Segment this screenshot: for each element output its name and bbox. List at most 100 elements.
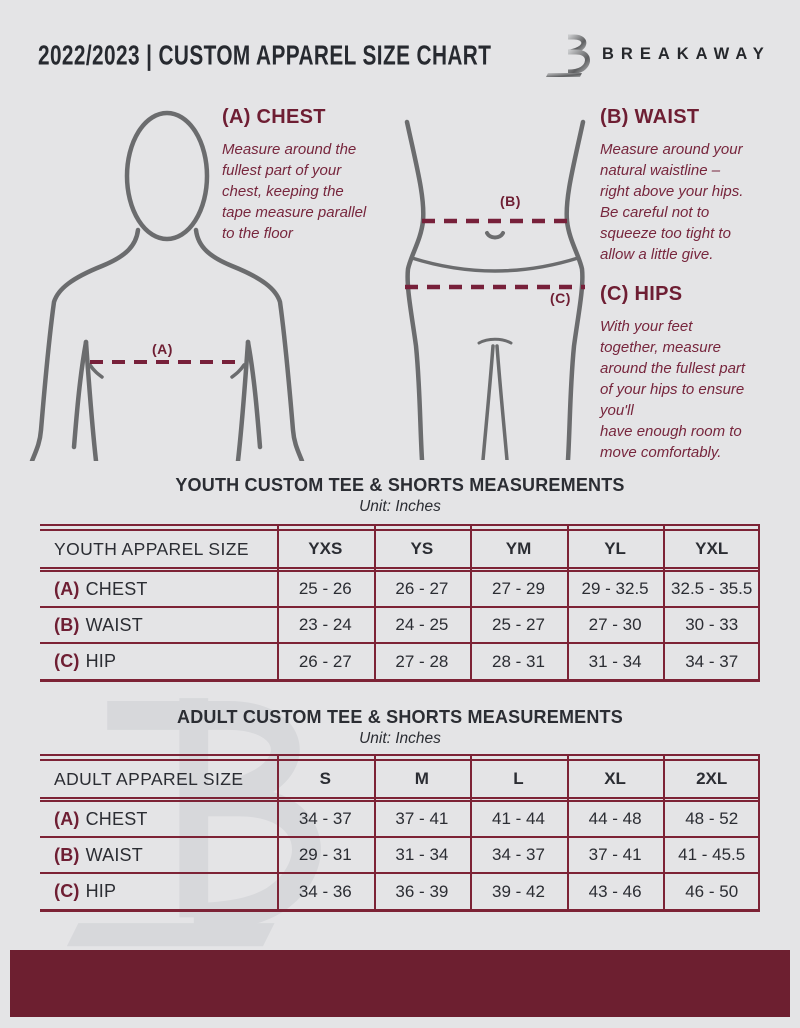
table-header-row: YOUTH APPAREL SIZE YXS YS YM YL YXL [40, 531, 760, 567]
hips-instruction: (C) HIPS With your feet together, measur… [600, 283, 795, 463]
size-value: 24 - 25 [395, 615, 449, 634]
column-header: M [414, 769, 429, 788]
page-title: 2022/2023 | CUSTOM APPAREL SIZE CHART [38, 38, 492, 72]
size-value: 41 - 44 [492, 809, 545, 828]
size-value: 44 - 48 [588, 809, 642, 828]
table-row-rule [40, 642, 760, 644]
column-header: YS [410, 539, 434, 558]
table-bottom-rule [40, 679, 760, 682]
column-header: YM [505, 539, 532, 558]
row-label: (A) CHEST [40, 809, 277, 830]
column-header: 2XL [696, 769, 728, 788]
size-value: 26 - 27 [395, 579, 449, 598]
adult-size-table: ADULT APPAREL SIZE S M L XL 2XL (A) CHEST… [40, 754, 760, 912]
table-row: (A) CHEST 34 - 37 37 - 41 41 - 44 44 - 48… [40, 802, 760, 836]
table-row: (C) HIP 26 - 27 27 - 28 28 - 31 31 - 34 3… [40, 644, 760, 679]
size-value: 25 - 26 [298, 579, 352, 598]
size-value: 37 - 41 [395, 809, 449, 828]
column-header: YOUTH APPAREL SIZE [54, 538, 249, 559]
size-value: 26 - 27 [298, 651, 352, 671]
table-top-rule [40, 524, 760, 531]
youth-table-unit: Unit: Inches [359, 498, 441, 515]
table-row-rule [40, 836, 760, 838]
size-value: 27 - 28 [395, 651, 449, 671]
table-bottom-rule [40, 909, 760, 912]
table-column-line [758, 524, 760, 682]
row-prefix: (B) [54, 614, 80, 635]
size-value: 29 - 31 [298, 845, 352, 864]
row-label: (A) CHEST [40, 579, 277, 600]
size-value: 23 - 24 [298, 615, 352, 634]
size-value: 37 - 41 [588, 845, 642, 864]
size-value: 39 - 42 [492, 881, 545, 901]
size-value: 27 - 30 [588, 615, 642, 634]
breakaway-b-logo-icon [546, 34, 590, 77]
table-header-rule [40, 797, 760, 802]
table-column-line [567, 754, 569, 912]
column-header: YXS [308, 539, 343, 558]
table-column-line [567, 524, 569, 682]
table-column-line [374, 524, 376, 682]
row-label: (C) HIP [40, 881, 277, 902]
column-header: XL [604, 769, 626, 788]
size-value: 30 - 33 [685, 615, 739, 634]
row-name: CHEST [85, 808, 148, 829]
table-row: (C) HIP 34 - 36 36 - 39 39 - 42 43 - 46 4… [40, 874, 760, 909]
brand-name: BREAKAWAY [602, 45, 771, 63]
size-value: 48 - 52 [685, 809, 739, 828]
table-top-rule [40, 754, 760, 761]
youth-table-title: YOUTH CUSTOM TEE & SHORTS MEASUREMENTS [175, 475, 625, 495]
column-header: YXL [695, 539, 729, 558]
youth-size-table: YOUTH APPAREL SIZE YXS YS YM YL YXL (A) C… [40, 524, 760, 682]
row-name: WAIST [85, 844, 143, 865]
row-prefix: (C) [54, 881, 80, 901]
waist-marker-label: (B) [500, 193, 521, 209]
table-column-line [470, 524, 472, 682]
waist-instruction-heading: (B) WAIST [600, 106, 700, 128]
upper-body-diagram [29, 110, 305, 461]
waist-instruction-body: Measure around your natural waistline – … [600, 141, 744, 263]
lower-body-diagram [404, 119, 586, 460]
size-value: 27 - 29 [492, 579, 545, 598]
chest-instruction: (A) CHEST Measure around the fullest par… [222, 106, 412, 244]
size-value: 29 - 32.5 [581, 579, 649, 598]
column-header: YL [604, 539, 626, 558]
table-column-line [277, 754, 279, 912]
size-value: 32.5 - 35.5 [671, 579, 753, 598]
table-header-row: ADULT APPAREL SIZE S M L XL 2XL [40, 761, 760, 797]
size-value: 28 - 31 [492, 651, 545, 671]
table-column-line [470, 754, 472, 912]
table-row: (B) WAIST 23 - 24 24 - 25 25 - 27 27 - 30… [40, 608, 760, 642]
table-column-line [758, 754, 760, 912]
row-label: (C) HIP [40, 651, 277, 672]
row-label: (B) WAIST [40, 615, 277, 636]
table-header-rule [40, 567, 760, 572]
row-prefix: (C) [54, 651, 80, 671]
row-name: HIP [85, 881, 117, 901]
column-header: ADULT APPAREL SIZE [54, 768, 244, 789]
column-header: L [513, 769, 524, 788]
row-name: HIP [85, 651, 117, 671]
size-value: 46 - 50 [685, 881, 739, 901]
table-row: (A) CHEST 25 - 26 26 - 27 27 - 29 29 - 32… [40, 572, 760, 606]
row-name: WAIST [85, 614, 143, 635]
size-value: 34 - 36 [298, 881, 352, 901]
chest-marker-label: (A) [152, 341, 173, 357]
size-value: 36 - 39 [395, 881, 449, 901]
row-prefix: (A) [54, 578, 80, 599]
hips-marker-label: (C) [550, 290, 571, 306]
table-row: (B) WAIST 29 - 31 31 - 34 34 - 37 37 - 41… [40, 838, 760, 872]
size-value: 31 - 34 [395, 845, 449, 864]
row-name: CHEST [85, 578, 148, 599]
row-label: (B) WAIST [40, 845, 277, 866]
column-header: S [319, 769, 331, 788]
table-column-line [663, 524, 665, 682]
chest-instruction-body: Measure around the fullest part of your … [222, 141, 367, 242]
table-column-line [277, 524, 279, 682]
adult-table-title: ADULT CUSTOM TEE & SHORTS MEASUREMENTS [177, 707, 623, 727]
table-row-rule [40, 872, 760, 874]
hips-instruction-body: With your feet together, measure around … [600, 318, 746, 461]
size-value: 41 - 45.5 [678, 845, 746, 864]
adult-table-unit: Unit: Inches [359, 730, 441, 747]
